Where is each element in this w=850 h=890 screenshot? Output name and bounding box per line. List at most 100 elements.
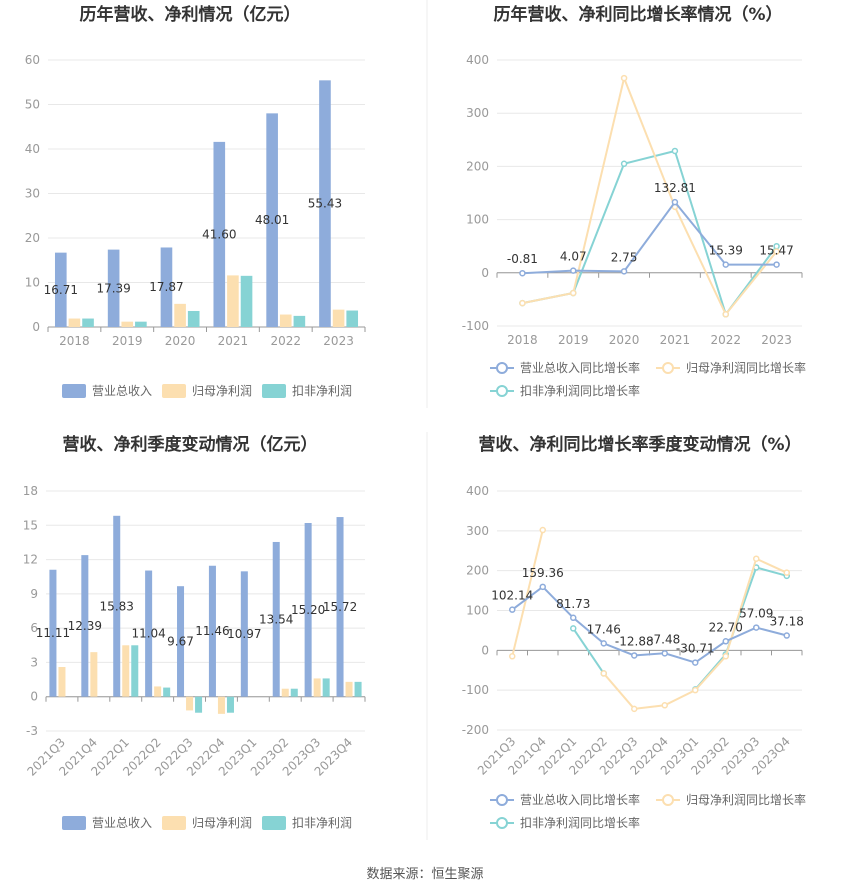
legend-swatch-marker[interactable]	[496, 362, 508, 374]
y-tick-label: 100	[466, 213, 489, 227]
series-point-deducted-profit[interactable]	[671, 147, 679, 155]
series-point-revenue[interactable]	[631, 652, 638, 659]
series-point-net-profit[interactable]	[722, 653, 729, 660]
series-point-net-profit[interactable]	[773, 248, 780, 255]
y-tick-label: 0	[481, 643, 489, 657]
legend-swatch[interactable]	[262, 816, 286, 830]
bar-net-profit[interactable]	[217, 696, 225, 714]
bar-net-profit[interactable]	[58, 667, 66, 697]
bar-deducted-profit[interactable]	[195, 696, 203, 713]
bar-deducted-profit[interactable]	[226, 696, 234, 713]
bar-deducted-profit[interactable]	[293, 315, 306, 327]
series-point-revenue[interactable]	[753, 624, 760, 631]
series-point-revenue[interactable]	[692, 659, 699, 666]
bar-deducted-profit[interactable]	[131, 645, 139, 697]
series-point-revenue[interactable]	[722, 638, 729, 645]
series-point-revenue[interactable]	[570, 614, 577, 622]
legend-swatch-marker[interactable]	[662, 362, 674, 374]
series-point-net-profit[interactable]	[600, 670, 607, 677]
legend-swatch-marker[interactable]	[496, 817, 508, 829]
bar-revenue[interactable]	[272, 541, 280, 697]
data-label: 17.39	[96, 281, 130, 295]
y-tick-label: 300	[466, 106, 489, 120]
bar-revenue[interactable]	[208, 565, 216, 697]
bar-revenue[interactable]	[54, 252, 67, 327]
bar-revenue[interactable]	[240, 571, 248, 697]
bar-revenue[interactable]	[107, 249, 120, 327]
bar-net-profit[interactable]	[68, 318, 81, 327]
series-point-revenue[interactable]	[620, 268, 628, 275]
bar-revenue[interactable]	[145, 570, 153, 697]
series-point-net-profit[interactable]	[722, 311, 729, 318]
bar-revenue[interactable]	[160, 247, 173, 327]
bar-deducted-profit[interactable]	[82, 318, 94, 327]
bar-net-profit[interactable]	[281, 688, 289, 697]
series-point-net-profit[interactable]	[692, 686, 699, 694]
bar-net-profit[interactable]	[227, 275, 239, 327]
bar-net-profit[interactable]	[154, 686, 162, 697]
bar-deducted-profit[interactable]	[290, 688, 298, 697]
bar-deducted-profit[interactable]	[135, 321, 147, 327]
legend-swatch[interactable]	[162, 816, 186, 830]
y-tick-label: 60	[25, 53, 40, 67]
series-point-net-profit[interactable]	[661, 702, 668, 709]
bar-revenue[interactable]	[319, 80, 331, 327]
series-point-deducted-profit[interactable]	[570, 625, 577, 632]
data-label: 55.43	[308, 197, 342, 211]
series-point-net-profit[interactable]	[783, 569, 790, 576]
series-point-revenue[interactable]	[671, 198, 679, 206]
series-point-deducted-profit[interactable]	[620, 160, 628, 167]
series-point-net-profit[interactable]	[519, 299, 526, 307]
chart-4: 营收、净利同比增长率季度变动情况（%） -200 -100 0 100 200 300 400…	[462, 434, 806, 830]
bar-revenue[interactable]	[49, 569, 57, 697]
bar-deducted-profit[interactable]	[346, 310, 359, 327]
y-tick-label: 400	[466, 53, 489, 67]
bar-net-profit[interactable]	[332, 309, 345, 327]
series-point-revenue[interactable]	[509, 606, 516, 613]
bar-net-profit[interactable]	[345, 681, 353, 697]
legend-swatch-marker[interactable]	[496, 385, 508, 397]
bar-revenue[interactable]	[213, 141, 226, 327]
series-point-net-profit[interactable]	[631, 705, 638, 713]
bar-net-profit[interactable]	[122, 645, 130, 697]
y-tick-label: 0	[32, 320, 40, 334]
series-point-revenue[interactable]	[600, 640, 607, 647]
bar-deducted-profit[interactable]	[322, 678, 330, 697]
series-point-revenue[interactable]	[783, 632, 790, 639]
bar-net-profit[interactable]	[279, 314, 292, 327]
legend-swatch-marker[interactable]	[662, 794, 674, 806]
bar-net-profit[interactable]	[121, 321, 134, 327]
bar-deducted-profit[interactable]	[187, 310, 200, 327]
bar-net-profit[interactable]	[174, 303, 186, 327]
bar-net-profit[interactable]	[313, 678, 321, 697]
series-point-revenue[interactable]	[539, 583, 546, 591]
series-point-revenue[interactable]	[773, 261, 780, 268]
bar-revenue[interactable]	[266, 113, 278, 327]
bar-revenue[interactable]	[113, 515, 121, 697]
series-point-net-profit[interactable]	[570, 289, 577, 297]
legend-swatch[interactable]	[62, 384, 86, 398]
series-point-net-profit[interactable]	[753, 555, 760, 562]
series-point-net-profit[interactable]	[539, 526, 546, 534]
bar-revenue[interactable]	[304, 523, 312, 697]
series-point-revenue[interactable]	[661, 650, 668, 657]
series-point-revenue[interactable]	[570, 267, 577, 274]
series-point-net-profit[interactable]	[620, 74, 628, 82]
bar-revenue[interactable]	[177, 586, 185, 697]
bar-deducted-profit[interactable]	[240, 275, 253, 327]
legend-swatch[interactable]	[162, 384, 186, 398]
data-label: -12.88	[615, 634, 654, 648]
bar-deducted-profit[interactable]	[354, 681, 362, 697]
x-tick-label: 2022	[710, 333, 741, 347]
legend-swatch[interactable]	[62, 816, 86, 830]
bar-deducted-profit[interactable]	[163, 687, 171, 697]
series-point-net-profit[interactable]	[509, 653, 516, 660]
bar-revenue[interactable]	[81, 555, 89, 697]
legend-swatch[interactable]	[262, 384, 286, 398]
series-point-revenue[interactable]	[722, 261, 729, 268]
bar-net-profit[interactable]	[186, 696, 194, 711]
bar-net-profit[interactable]	[90, 652, 98, 697]
series-point-revenue[interactable]	[519, 269, 526, 277]
bar-revenue[interactable]	[336, 517, 344, 697]
legend-swatch-marker[interactable]	[496, 794, 508, 806]
